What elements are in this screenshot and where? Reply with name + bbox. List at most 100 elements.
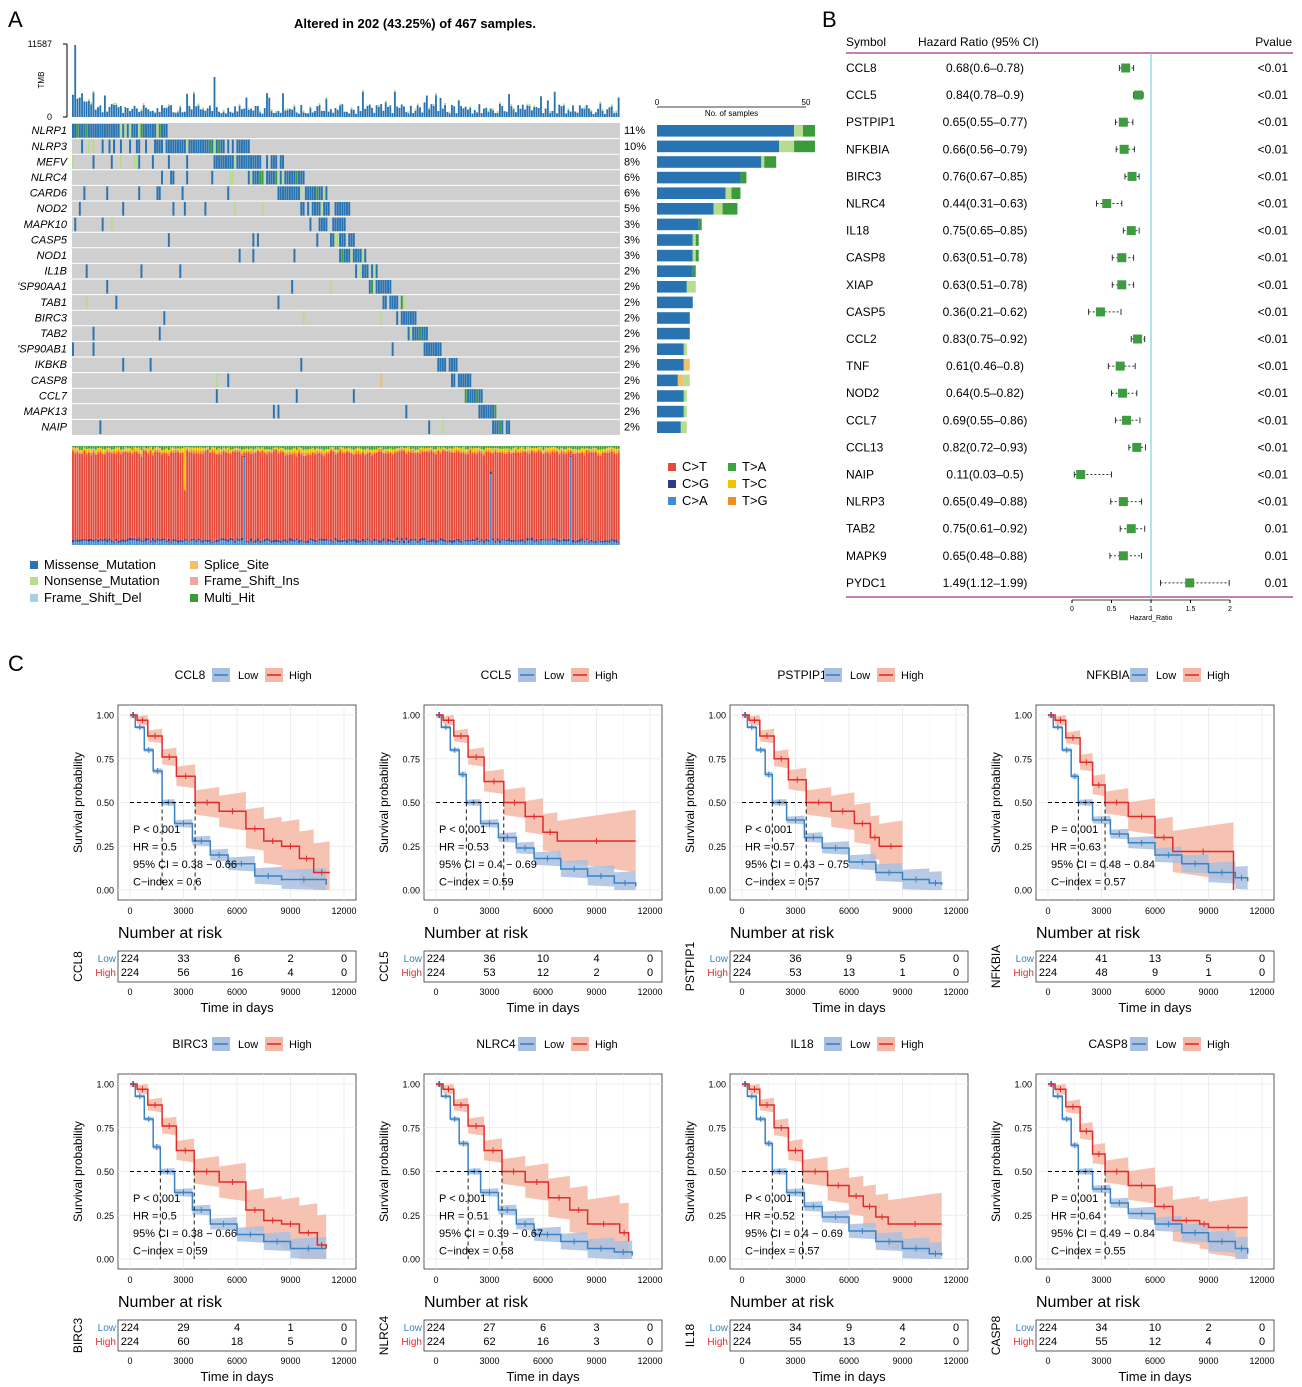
titv-bar: [161, 454, 163, 539]
tmb-bar: [594, 112, 597, 117]
mutation-cell: [323, 217, 326, 232]
sample-count-bar: [803, 125, 815, 137]
titv-bar: [103, 538, 106, 541]
forest-symbol: NLRP3: [846, 495, 885, 509]
titv-bar: [396, 450, 399, 453]
tmb-bar: [533, 107, 536, 117]
titv-bar: [437, 449, 440, 451]
titv-bar: [336, 541, 339, 545]
titv-bar: [553, 538, 556, 541]
tmb-bar: [521, 104, 524, 117]
titv-bar: [108, 446, 111, 449]
titv-bar: [448, 448, 451, 451]
tmb-bar: [606, 109, 609, 117]
titv-bar: [409, 446, 412, 450]
titv-bar: [140, 540, 143, 542]
titv-bar: [469, 540, 472, 542]
titv-bar: [528, 450, 531, 454]
tmb-bar-top: [613, 111, 615, 114]
titv-bar: [599, 455, 602, 541]
risk-count-high: 4: [1205, 1336, 1211, 1348]
risk-table-title: Number at risk: [730, 925, 835, 942]
km-y-tick: 0.50: [402, 1167, 420, 1177]
tmb-bar: [505, 111, 508, 117]
forest-point: [1076, 470, 1086, 479]
titv-bar: [227, 541, 230, 545]
titv-bar: [277, 542, 280, 545]
titv-bar: [316, 447, 319, 452]
forest-point: [1118, 117, 1128, 127]
mutation-cell: [316, 233, 319, 247]
titv-bar: [327, 451, 330, 454]
titv-bar: [346, 542, 348, 545]
titv-bar: [272, 539, 275, 543]
titv-bar: [92, 448, 95, 450]
risk-table-frame: [1035, 950, 1275, 983]
panel-label-a: A: [8, 7, 23, 32]
titv-bar: [581, 538, 584, 541]
mutation-cell: [343, 248, 346, 263]
titv-bar: [517, 452, 520, 541]
tmb-bar-top: [448, 111, 451, 114]
titv-bar: [252, 453, 255, 542]
titv-bar: [122, 539, 125, 542]
titv-bar: [177, 452, 179, 541]
variant-legend-label: Splice_Site: [204, 557, 269, 572]
mutation-cell: [179, 139, 182, 154]
mutation-cell: [400, 311, 403, 325]
titv-bar: [467, 539, 469, 542]
gene-percent: 2%: [624, 375, 640, 387]
titv-bar: [393, 540, 396, 542]
mutation-cell: [359, 248, 362, 263]
titv-bar: [311, 452, 314, 540]
titv-bar: [606, 448, 609, 452]
km-x-tick: 0: [127, 906, 132, 916]
tmb-bar-top: [562, 103, 565, 106]
titv-bar: [549, 446, 552, 448]
titv-bar: [307, 540, 310, 543]
titv-bar: [373, 451, 376, 454]
mutation-cell: [286, 186, 289, 200]
titv-bar: [521, 539, 524, 542]
titv-bar: [380, 542, 383, 545]
titv-bar: [604, 446, 606, 449]
titv-bar: [540, 447, 543, 451]
forest-pvalue: <0.01: [1258, 61, 1289, 75]
titv-bar: [533, 540, 536, 542]
tmb-bar: [259, 112, 262, 117]
titv-bar: [528, 540, 531, 545]
mutation-cell: [99, 420, 102, 434]
km-stat-text: P < 0.001: [745, 1193, 792, 1205]
mutation-cell: [252, 155, 255, 169]
titv-bar: [204, 540, 207, 545]
forest-hr-text: 0.61(0.46–0.8): [946, 359, 1024, 373]
titv-bar: [562, 451, 565, 454]
mutation-cell: [145, 139, 148, 154]
titv-bar: [156, 449, 159, 452]
mutation-cell: [74, 217, 77, 232]
titv-bar: [471, 539, 474, 542]
titv-bar: [195, 446, 198, 448]
titv-bar: [206, 446, 209, 448]
titv-bar: [592, 450, 595, 453]
tmb-bar: [197, 105, 200, 117]
titv-bar: [188, 447, 191, 452]
titv-bar: [537, 450, 540, 542]
titv-bar: [478, 446, 481, 448]
risk-x-tick: 6000: [1145, 1356, 1165, 1366]
titv-bar: [375, 449, 378, 452]
titv-bar: [252, 451, 255, 454]
mutation-cell: [186, 139, 189, 154]
titv-bar: [304, 449, 307, 454]
titv-bar: [430, 542, 433, 545]
mutation-cell: [161, 170, 163, 185]
titv-bar: [581, 452, 584, 539]
titv-bar: [138, 453, 141, 539]
mutation-cell: [437, 342, 440, 356]
km-x-tick: 12000: [943, 1275, 968, 1285]
titv-bar: [202, 542, 205, 545]
titv-bar: [311, 446, 314, 448]
titv-bar: [453, 539, 456, 543]
risk-label-low: Low: [404, 1323, 423, 1334]
mutation-cell: [224, 155, 227, 169]
